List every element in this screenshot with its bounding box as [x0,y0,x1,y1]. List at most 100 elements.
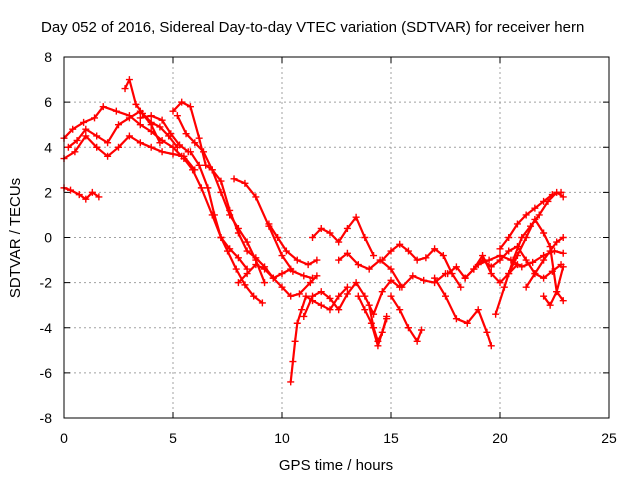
data-point [317,224,325,232]
data-point [147,118,155,126]
data-point [354,292,362,300]
data-point [226,211,234,219]
data-point [531,215,539,223]
data-point [287,265,295,273]
data-point [115,121,122,129]
y-tick-label: -4 [40,320,53,336]
series-sat-f [136,112,192,156]
data-point [522,283,530,291]
grid [64,57,609,418]
x-tick-label: 5 [169,430,177,446]
data-point [302,292,310,300]
data-point [496,279,504,287]
data-point [274,234,282,241]
data-point [287,292,295,300]
data-point [202,161,210,169]
data-point [224,247,231,255]
data-point [189,166,197,174]
y-tick-label: 8 [44,49,52,65]
x-tick-label: 25 [601,430,617,446]
data-point [326,229,334,237]
data-point [125,132,133,140]
plot-frame [63,56,610,419]
data-point [298,306,306,314]
data-point [546,301,554,309]
data-point [136,114,144,122]
data-point [335,306,343,314]
x-tick-label: 15 [383,430,399,446]
data-point [158,116,166,124]
data-point [95,193,103,201]
series-line [542,265,565,307]
data-point [500,283,508,291]
data-point [553,288,561,296]
series-sat-l [234,261,295,287]
data-point [243,270,251,278]
data-point [370,324,378,332]
data-point [531,204,539,212]
data-point [404,247,412,255]
data-point [289,358,297,366]
data-point [317,288,325,296]
data-point [343,283,351,291]
data-point [559,297,567,305]
data-point [132,100,140,108]
data-point [250,292,258,300]
y-tick-label: -6 [40,365,53,381]
data-point [540,274,548,282]
series-sat-p [309,213,378,260]
series-line [433,277,493,347]
data-point [365,301,373,309]
data-point [64,143,72,151]
data-point [452,315,460,323]
y-tick-label: -8 [40,410,53,426]
data-point [496,252,504,260]
series-line [289,286,349,383]
series-sat-o [300,276,404,320]
data-point [243,238,251,246]
series-line [267,222,318,266]
data-point [291,337,299,345]
data-point [461,274,469,282]
data-point [93,143,101,151]
x-tick-label: 10 [274,430,290,446]
data-point [513,220,521,228]
data-point [378,256,386,264]
data-point [396,240,404,248]
data-point [352,213,360,221]
data-point [265,220,273,228]
data-point [234,279,242,287]
data-point [413,337,421,345]
data-point [474,306,482,314]
data-point [335,292,343,300]
series-line [507,218,565,302]
data-point [304,261,312,269]
data-point [326,294,334,302]
data-point [383,312,391,320]
data-point [138,109,146,117]
x-tick-label: 0 [60,430,68,446]
series-line [464,245,563,280]
data-point [88,188,96,196]
data-point [540,292,548,300]
series-sat-h [173,112,269,287]
data-point [313,272,321,280]
data-point [431,274,439,282]
data-point [293,256,301,264]
series-sat-aa [496,188,565,253]
data-point [295,290,303,298]
data-point [182,130,190,138]
data-point [195,161,203,169]
data-point [378,288,386,296]
x-tick-labels: 0 5 10 15 20 25 [60,430,617,446]
data-point [365,265,373,273]
series-sat-t [378,240,465,291]
data-point [112,107,120,115]
data-point [278,283,286,291]
data-point [69,125,77,133]
data-point [531,270,539,278]
data-point [217,188,225,196]
data-point [115,143,122,151]
data-point [169,107,177,115]
